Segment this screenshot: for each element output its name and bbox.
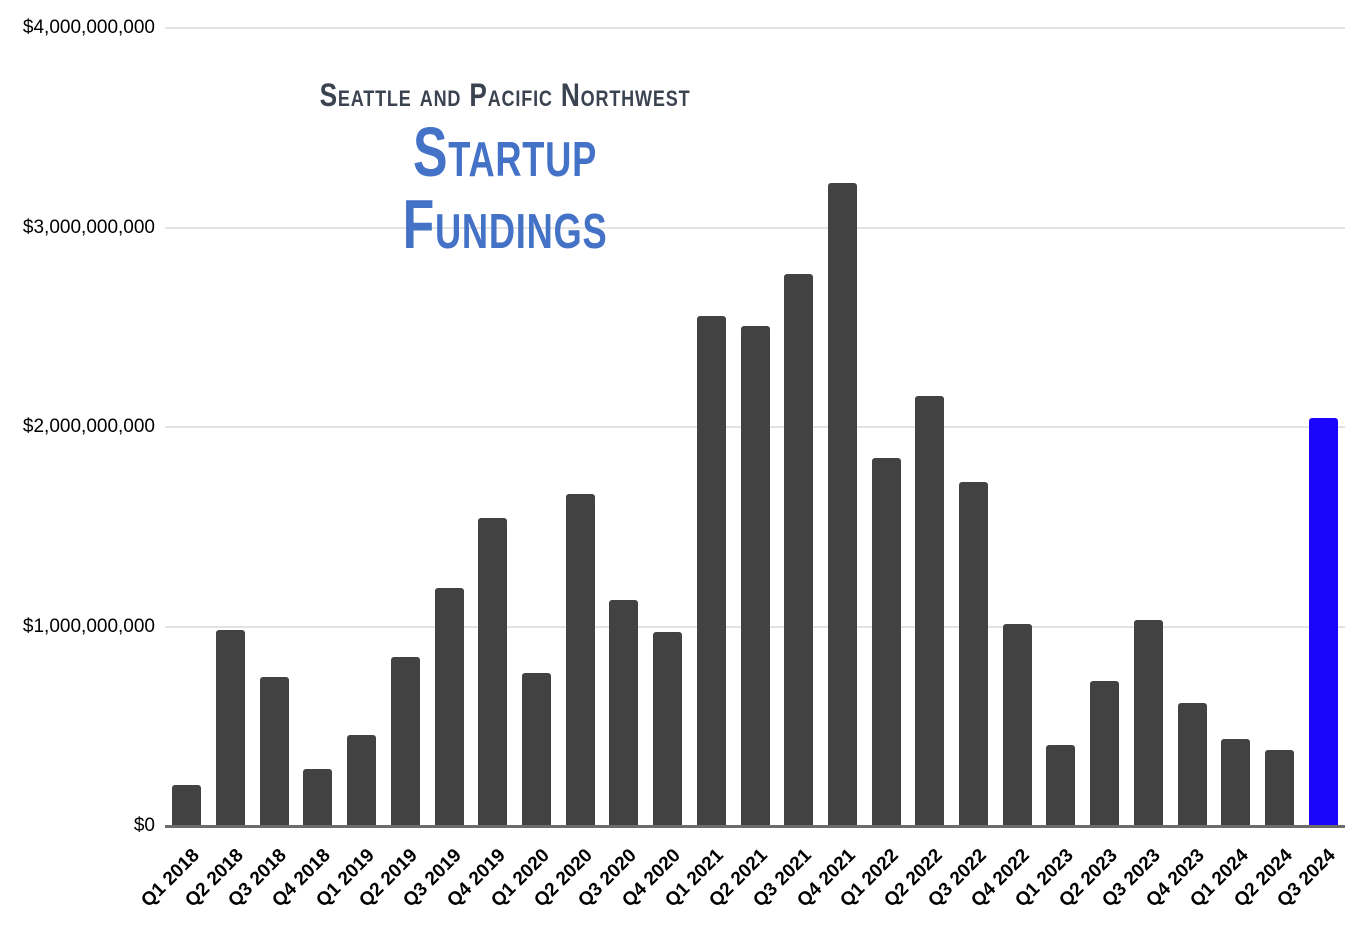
y-tick-label: $0 [133,815,155,836]
bar-q1-2020 [521,673,551,825]
bar-q2-2021 [740,326,770,825]
bar-q2-2020 [565,493,595,825]
y-axis-labels: $4,000,000,000 $3,000,000,000 $2,000,000,0… [0,0,155,940]
bar-q4-2023 [1177,703,1207,825]
bar-q2-2019 [390,657,420,825]
bar-q3-2022 [959,481,989,825]
gridline [165,27,1345,29]
bar-q2-2024 [1264,750,1294,825]
bar-q1-2018 [172,785,202,825]
bar-q1-2024 [1221,739,1251,825]
bar-q4-2019 [478,517,508,825]
bar-q2-2022 [915,396,945,825]
bar-q1-2019 [347,735,377,825]
plot-area [165,27,1345,828]
bar-q1-2022 [871,457,901,825]
bar-q1-2023 [1046,745,1076,825]
bar-q4-2018 [303,769,333,825]
bar-q3-2021 [784,274,814,825]
bar-q4-2022 [1002,623,1032,825]
y-tick-label: $4,000,000,000 [22,17,155,38]
bar-q3-2024 [1308,418,1338,825]
bar-q2-2023 [1090,681,1120,825]
x-axis-labels: Q1 2018 Q2 2018 Q3 2018 Q4 2018 Q1 2019 Q2 20… [137,826,1345,940]
x-axis-line [165,825,1345,828]
bar-q2-2018 [216,629,246,825]
bar-q3-2020 [609,599,639,825]
bar-q4-2020 [653,631,683,825]
bar-q3-2023 [1133,619,1163,825]
bar-q1-2021 [696,316,726,825]
bar-q3-2019 [434,587,464,825]
y-tick-label: $1,000,000,000 [22,615,155,637]
gridline [165,226,1345,229]
y-tick-label: $3,000,000,000 [22,216,155,238]
y-tick-label: $2,000,000,000 [22,416,155,437]
bar-q3-2018 [259,677,289,825]
bar-q4-2021 [827,182,857,825]
